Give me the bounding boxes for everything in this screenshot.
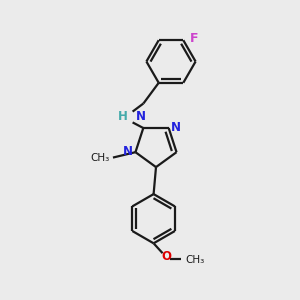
Text: N: N [136,110,146,124]
Text: O: O [161,250,171,263]
Text: CH₃: CH₃ [91,153,110,163]
Text: N: N [171,121,181,134]
Text: CH₃: CH₃ [186,255,205,266]
Text: N: N [123,145,133,158]
Text: F: F [190,32,198,46]
Text: H: H [118,110,128,124]
